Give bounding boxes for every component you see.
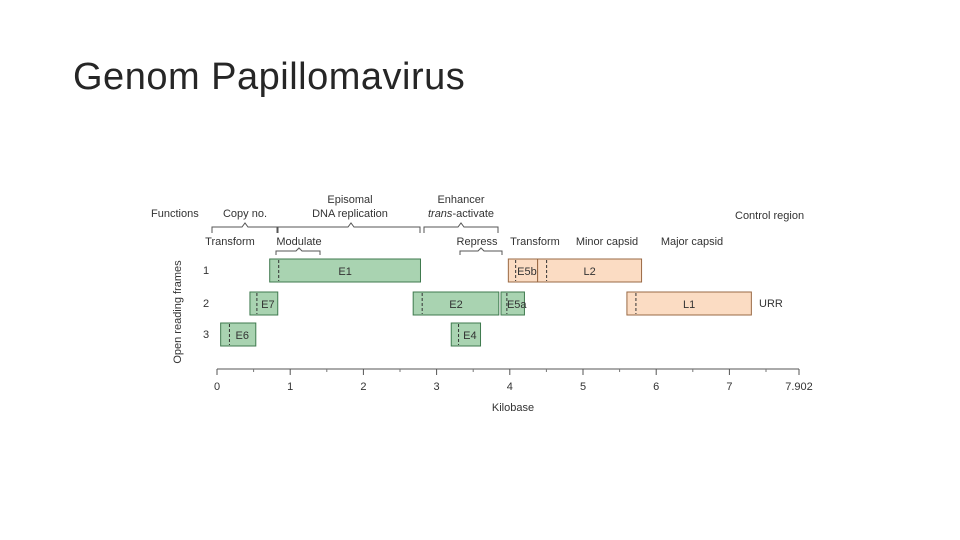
function-modulate: Modulate bbox=[276, 236, 321, 248]
frame-label-1: 1 bbox=[203, 265, 209, 277]
orf-label-e5b: E5b bbox=[517, 266, 537, 278]
function-enhancer: Enhancer bbox=[437, 194, 484, 206]
function-minor-capsid: Minor capsid bbox=[576, 236, 638, 248]
function-trans-activate: trans-activate bbox=[428, 208, 494, 220]
function-copy-number: Copy no. bbox=[223, 208, 267, 220]
x-tick-label-8: 7.902 bbox=[785, 381, 813, 393]
orf-label-l1: L1 bbox=[683, 299, 695, 311]
orf-box-l2 bbox=[537, 258, 643, 283]
bracket-enhancer bbox=[423, 222, 499, 233]
bracket-modulate bbox=[275, 247, 321, 255]
x-tick-label-5: 5 bbox=[580, 381, 586, 393]
x-tick-label-3: 3 bbox=[434, 381, 440, 393]
function-repress: Repress bbox=[457, 236, 498, 248]
orf-label-e7: E7 bbox=[261, 299, 274, 311]
orf-box-l1 bbox=[626, 291, 752, 316]
function-dna-replication: DNA replication bbox=[312, 208, 388, 220]
x-tick-label-4: 4 bbox=[507, 381, 513, 393]
bracket-replication bbox=[277, 222, 421, 233]
function-trans-italic: trans bbox=[428, 208, 453, 220]
function-major-capsid: Major capsid bbox=[661, 236, 723, 248]
orf-box-e2 bbox=[412, 291, 500, 316]
frame-label-3: 3 bbox=[203, 329, 209, 341]
x-tick-label-6: 6 bbox=[653, 381, 659, 393]
frame-label-2: 2 bbox=[203, 298, 209, 310]
function-transform-left: Transform bbox=[205, 236, 255, 248]
urr-label: URR bbox=[759, 298, 783, 310]
orf-label-e1: E1 bbox=[338, 266, 351, 278]
control-region-label: Control region bbox=[735, 210, 804, 222]
x-tick-label-2: 2 bbox=[360, 381, 366, 393]
x-tick-label-1: 1 bbox=[287, 381, 293, 393]
orf-box-e1 bbox=[269, 258, 421, 283]
orf-label-l2: L2 bbox=[583, 266, 595, 278]
bracket-copy-number bbox=[211, 222, 278, 233]
slide-title: Genom Papillomavirus bbox=[73, 56, 466, 98]
function-episomal: Episomal bbox=[327, 194, 372, 206]
bracket-repress bbox=[459, 247, 503, 255]
x-tick-label-7: 7 bbox=[726, 381, 732, 393]
function-transform-right: Transform bbox=[510, 236, 560, 248]
orf-label-e2: E2 bbox=[449, 299, 462, 311]
orf-boxes: E1 E5b L2 E7 E2 E5a L1 E6 E4 bbox=[220, 258, 752, 347]
y-axis-label: Open reading frames bbox=[172, 260, 184, 364]
functions-label: Functions bbox=[151, 208, 199, 220]
orf-label-e6: E6 bbox=[235, 330, 248, 342]
x-axis-label: Kilobase bbox=[492, 402, 534, 414]
function-activate: -activate bbox=[452, 208, 494, 220]
orf-label-e5a: E5a bbox=[507, 299, 527, 311]
orf-label-e4: E4 bbox=[463, 330, 476, 342]
x-axis-ticks: 0 1 2 3 4 5 6 7 7.902 bbox=[214, 369, 813, 393]
x-tick-label-0: 0 bbox=[214, 381, 220, 393]
